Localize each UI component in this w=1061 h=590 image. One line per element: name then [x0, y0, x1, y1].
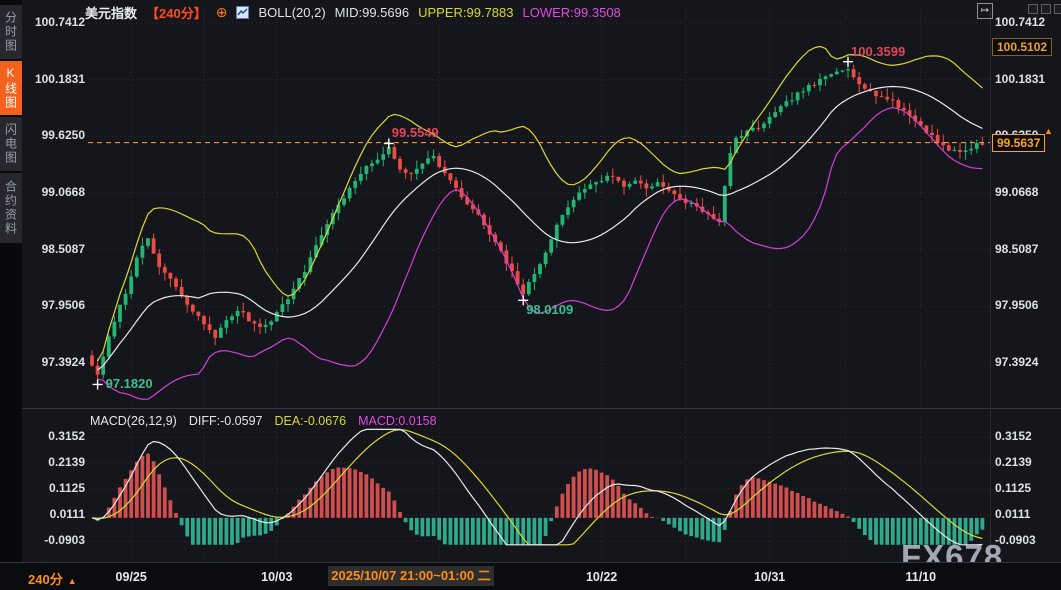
window-layout-controls	[1028, 4, 1061, 14]
price-tick-right: 99.0668	[995, 185, 1038, 199]
boll-lower-value: LOWER:99.3508	[523, 5, 621, 20]
selected-candle-time: 2025/10/07 21:00~01:00 二	[328, 566, 494, 586]
date-tick: 10/22	[586, 570, 617, 584]
date-tick: 11/10	[906, 570, 937, 584]
price-tick-right: 100.7412	[995, 15, 1045, 29]
layout-split-icon[interactable]	[1041, 4, 1051, 14]
macd-header: MACD(26,12,9) DIFF:-0.0597 DEA:-0.0676 M…	[90, 414, 437, 428]
macd-dea-value: DEA:-0.0676	[274, 414, 346, 428]
sidebar-tab-label: 闪电图	[3, 123, 20, 165]
price-annotation: 98.0109	[526, 302, 573, 317]
trading-app-window: 分时图 K线图 闪电图 合约资料 美元指数 【240分】 ⊕ BOLL(20,2…	[0, 0, 1061, 590]
boll-upper-value: UPPER:99.7883	[418, 5, 513, 20]
macd-diff-value: DIFF:-0.0597	[189, 414, 263, 428]
layout-quad-icon[interactable]	[1054, 4, 1061, 14]
timeframe-badge[interactable]: 【240分】	[146, 3, 207, 22]
price-annotation: 97.1820	[106, 376, 153, 391]
macd-tick-right: 0.0111	[995, 507, 1030, 521]
price-annotation: 99.5549	[392, 125, 439, 140]
sidebar-tab-contract-info[interactable]: 合约资料	[0, 173, 22, 243]
price-tick-right: 97.9506	[995, 298, 1038, 312]
macd-tick-right: 0.1125	[995, 481, 1031, 495]
date-tick: 10/31	[754, 570, 785, 584]
timeframe-label: 240分	[28, 572, 63, 587]
sidebar-tab-label: K线图	[3, 66, 20, 110]
date-tick: 09/25	[116, 570, 147, 584]
price-tick-right: 98.5087	[995, 242, 1038, 256]
macd-hist-value: MACD:0.0158	[358, 414, 437, 428]
sidebar-tab-timeline[interactable]: 分时图	[0, 5, 22, 59]
macd-params: MACD(26,12,9)	[90, 414, 177, 428]
time-axis-bar: 240分 ▲ 2025/10/07 21:00~01:00 二 09/25 10/0…	[0, 562, 1061, 590]
current-price-axis-label: 99.5637	[992, 134, 1045, 152]
price-tick-right: 97.3924	[995, 355, 1038, 369]
boll-mid-value: MID:99.5696	[335, 5, 409, 20]
price-direction-arrow-icon: ▲	[1044, 126, 1053, 136]
chart-type-sidebar: 分时图 K线图 闪电图 合约资料	[0, 0, 22, 590]
sidebar-tab-label: 合约资料	[3, 180, 20, 236]
chart-canvas[interactable]	[0, 0, 1061, 590]
band-high-axis-label: 100.5102	[992, 38, 1052, 56]
collapse-panel-icon[interactable]: ↦	[977, 3, 993, 19]
chart-header: 美元指数 【240分】 ⊕ BOLL(20,2) MID:99.5696 UPP…	[85, 3, 621, 21]
macd-tick-right: 0.2139	[995, 455, 1032, 469]
macd-tick-right: 0.3152	[995, 429, 1032, 443]
layout-single-icon[interactable]	[1028, 4, 1038, 14]
timeframe-selector[interactable]: 240分 ▲	[28, 569, 77, 588]
boll-label: BOLL(20,2)	[258, 5, 325, 20]
price-annotation: 100.3599	[851, 44, 905, 59]
chart-style-icon[interactable]	[236, 6, 249, 19]
symbol-title: 美元指数	[85, 3, 137, 22]
sidebar-tab-lightning[interactable]: 闪电图	[0, 117, 22, 171]
date-tick: 10/03	[261, 570, 292, 584]
add-indicator-icon[interactable]: ⊕	[216, 6, 228, 19]
sidebar-tab-label: 分时图	[3, 11, 20, 53]
price-tick-right: 100.1831	[995, 72, 1045, 86]
sidebar-tab-candles[interactable]: K线图	[0, 61, 22, 115]
timeframe-arrow-icon: ▲	[68, 576, 77, 586]
